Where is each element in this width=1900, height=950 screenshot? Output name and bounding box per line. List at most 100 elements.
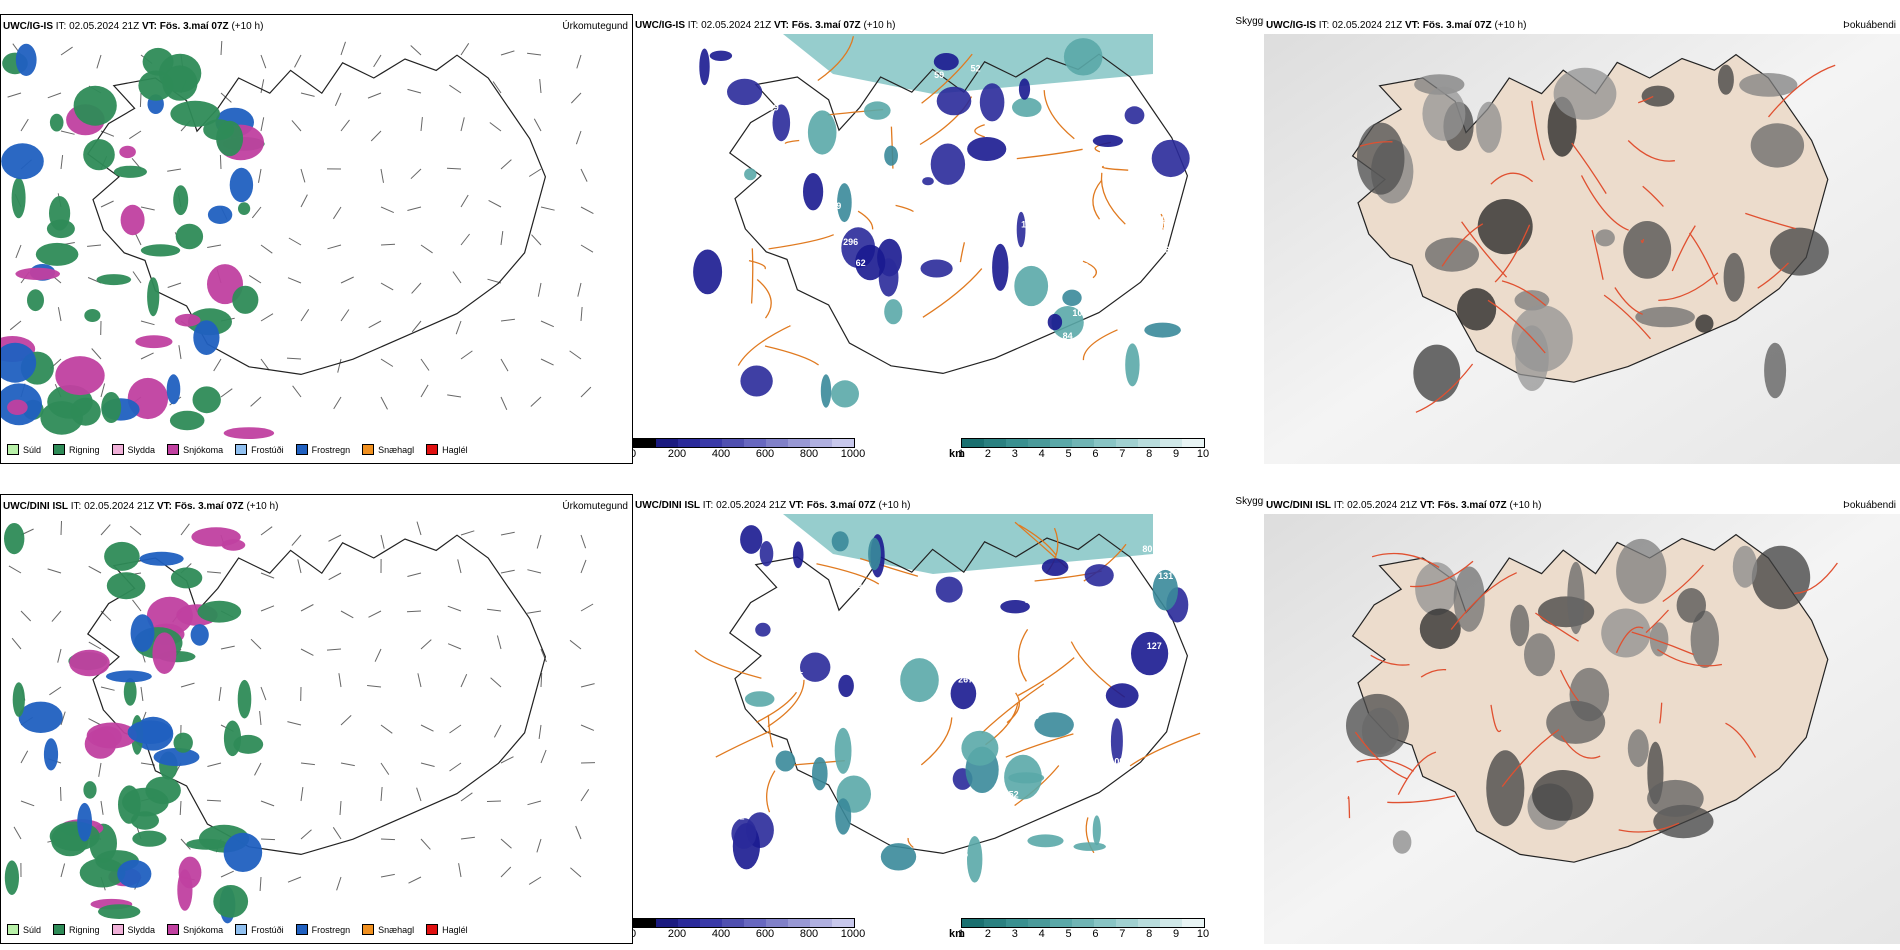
legend-label: Snjókoma [183, 444, 224, 455]
legend-item-4: Frostúði [235, 444, 284, 455]
cloud-base-map: 119 99 103 296 104 78 95 69 89 115 59 55 129 259 131 62… [693, 34, 1190, 408]
cloud-base-value: 104 [1072, 308, 1087, 318]
cloud-base-value: 129 [1049, 270, 1064, 280]
colorbar-tick: 200 [667, 448, 687, 460]
legend-label: Súld [23, 444, 42, 455]
panel-header: UWC/IG-IS IT: 02.05.2024 21Z VT: Fös. 3.… [1266, 20, 1526, 31]
cloud-base-value: 132 [1119, 707, 1134, 717]
cloud-base-value: 67 [1023, 652, 1033, 662]
legend-swatch [167, 924, 180, 935]
fog-map [1264, 514, 1900, 944]
legend-swatch [426, 924, 439, 935]
colorbar-tick: 5 [1065, 448, 1072, 460]
lead-time: (+10 h) [1509, 500, 1542, 511]
colorbar-tick: 8 [1146, 928, 1153, 940]
legend-item-4: Frostúði [235, 924, 284, 935]
legend-label: Haglél [442, 924, 468, 935]
cloud-base-value: 69 [911, 256, 921, 266]
cloud-base-value: 106 [1097, 849, 1112, 859]
colorbar-tick: 4 [1038, 928, 1045, 940]
legend-label: Rigning [69, 444, 100, 455]
cloud-base-value: 59 [934, 70, 944, 80]
legend-item-5: Frostregn [295, 924, 350, 935]
legend-swatch [362, 444, 375, 455]
colorbar-tick: 5 [1065, 928, 1072, 940]
it-label: IT: [1318, 20, 1330, 31]
colorbar-tick: 9 [1173, 928, 1180, 940]
cloud-base-value: 256 [1155, 245, 1170, 255]
colorbar-tick: 2 [984, 448, 991, 460]
cloud-base-value: 109 [1056, 647, 1071, 657]
colorbar-tick: 1 [957, 928, 965, 940]
colorbar-tick: 1 [957, 448, 965, 460]
panel-header: UWC/DINI ISL IT: 02.05.2024 21Z VT: Fös.… [3, 501, 278, 512]
it-label: IT: [687, 20, 699, 31]
colorbar-tick: 0 [633, 448, 636, 460]
legend-swatch [7, 924, 19, 935]
cloud-base-value: 52 [971, 64, 981, 74]
cloud-base-value: 63 [916, 187, 926, 197]
legend-swatch [235, 924, 248, 935]
legend-swatch [53, 924, 66, 935]
colorbar-tick: 800 [799, 928, 819, 940]
precip-type-map [1, 40, 594, 439]
cloud-base-value: 186 [953, 849, 968, 859]
colorbar-tick: 1000 [840, 448, 866, 460]
legend-swatch [235, 444, 248, 455]
cloud-base-value: 115 [1082, 155, 1097, 165]
legend-item-0: Súld [7, 444, 41, 455]
legend-label: Frostregn [311, 444, 351, 455]
lead-time: (+10 h) [246, 501, 279, 512]
panel-title: Þokuábendi [1843, 20, 1896, 31]
legend-item-6: Snæhagl [362, 444, 414, 455]
cloud-base-value: 452 [1004, 789, 1019, 799]
legend-label: Súld [23, 924, 42, 935]
cloud-base-value: 248 [1069, 758, 1084, 768]
legend-item-1: Rigning [53, 444, 100, 455]
colorbar-tick: 400 [711, 448, 731, 460]
cloud-base-value: 75 [884, 348, 894, 358]
cloud-base-value: 259 [786, 160, 801, 170]
cloud-base-value: 267 [958, 675, 973, 685]
cloud-base-value: 123 [779, 318, 794, 328]
elevation-colorbar: m02004006008001000 [633, 918, 865, 940]
vt-label: VT: [788, 500, 804, 511]
cloud-base-value: 70 [939, 642, 949, 652]
colorbar-tick: 8 [1146, 448, 1153, 460]
cloud-base-value: 88 [859, 588, 869, 598]
it-value: 02.05.2024 21Z [1347, 500, 1418, 511]
model-name: UWC/DINI ISL [635, 500, 700, 511]
cloud-base-value: 138 [902, 305, 917, 315]
colorbar-tick: 7 [1119, 928, 1126, 940]
precip-legend: Súld Rigning Slydda Snjókoma Frostúði Frostre… [7, 444, 468, 455]
cloud-base-value: 481 [822, 265, 837, 275]
cloud-base-value: 60 [902, 794, 912, 804]
legend-label: Slydda [127, 444, 156, 455]
cloud-base-value: 119 [827, 201, 842, 211]
cloud-base-value: 55 [1024, 249, 1034, 259]
legend-swatch [111, 924, 124, 935]
vt-value: Fös. 3.maí 07Z [806, 500, 876, 511]
legend-label: Rigning [69, 924, 100, 935]
colorbar-tick: 1000 [840, 928, 866, 940]
legend-item-0: Súld [7, 924, 41, 935]
colorbar-tick: 6 [1092, 928, 1099, 940]
colorbar-tick: 400 [711, 928, 731, 940]
fog-panel-row1: UWC/IG-IS IT: 02.05.2024 21Z VT: Fös. 3.… [1264, 14, 1900, 464]
panel-header: UWC/DINI ISL IT: 02.05.2024 21Z VT: Fös.… [1266, 500, 1541, 511]
legend-label: Slydda [127, 924, 156, 935]
cloud-base-value: 63 [812, 616, 822, 626]
precip-type-map [4, 520, 596, 924]
vt-value: Fös. 3.maí 07Z [791, 20, 861, 31]
cloud-base-value: 209 [778, 276, 793, 286]
legend-label: Snjókoma [183, 924, 224, 935]
legend-swatch [53, 444, 66, 455]
it-value: 02.05.2024 21Z [84, 501, 155, 512]
fog-panel-row2: UWC/DINI ISL IT: 02.05.2024 21Z VT: Fös.… [1264, 494, 1900, 944]
legend-swatch [7, 444, 19, 455]
cloud-base-value: 53 [793, 724, 803, 734]
colorbar-tick: 200 [667, 928, 687, 940]
colorbar-tick: 10 [1196, 448, 1210, 460]
legend-item-7: Haglél [426, 444, 468, 455]
vt-value: Fös. 3.maí 07Z [1422, 20, 1492, 31]
